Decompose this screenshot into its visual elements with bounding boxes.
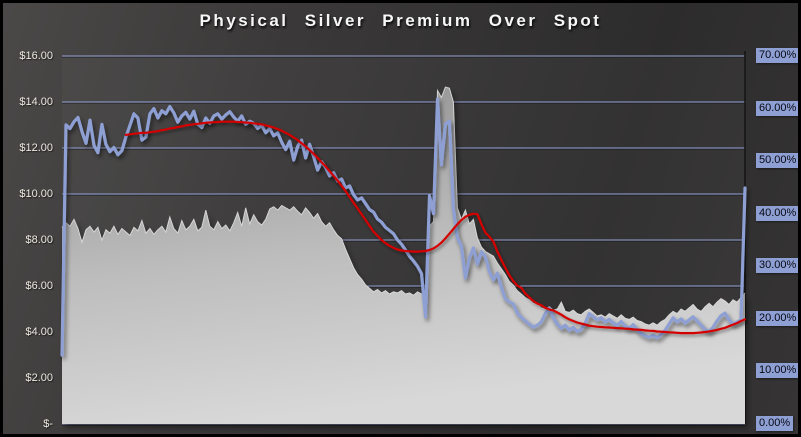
left-axis-tick-label: $2.00 [25, 372, 53, 384]
moving-average-line-series [124, 120, 747, 335]
spot-area-edge [61, 86, 746, 326]
right-axis-tick-label: 0.00% [756, 416, 794, 431]
chart-title: Physical Silver Premium Over Spot [199, 11, 602, 30]
left-axis-tick-label: $4.00 [25, 326, 53, 338]
right-axis-tick-label: 70.00% [756, 48, 798, 63]
left-axis-tick-label: $10.00 [19, 188, 53, 200]
premium-line-series [60, 97, 747, 357]
right-axis-tick-label: 50.00% [756, 153, 798, 169]
left-axis-tick-label: $- [43, 418, 53, 430]
right-axis-tick-label: 40.00% [756, 205, 798, 221]
right-axis-tick-label: 60.00% [756, 100, 798, 116]
left-axis-tick-label: $12.00 [19, 142, 53, 154]
plot-area [60, 51, 747, 426]
right-axis-tick-label: 20.00% [756, 310, 798, 326]
right-axis-tick-label: 10.00% [756, 363, 798, 379]
left-axis-tick-label: $16.00 [19, 50, 53, 62]
spot-area-series [62, 87, 745, 424]
left-axis-tick-label: $14.00 [19, 96, 53, 108]
left-axis-tick-label: $8.00 [25, 234, 53, 246]
right-axis-tick-label: 30.00% [756, 258, 798, 274]
left-axis-tick-label: $6.00 [25, 280, 53, 292]
